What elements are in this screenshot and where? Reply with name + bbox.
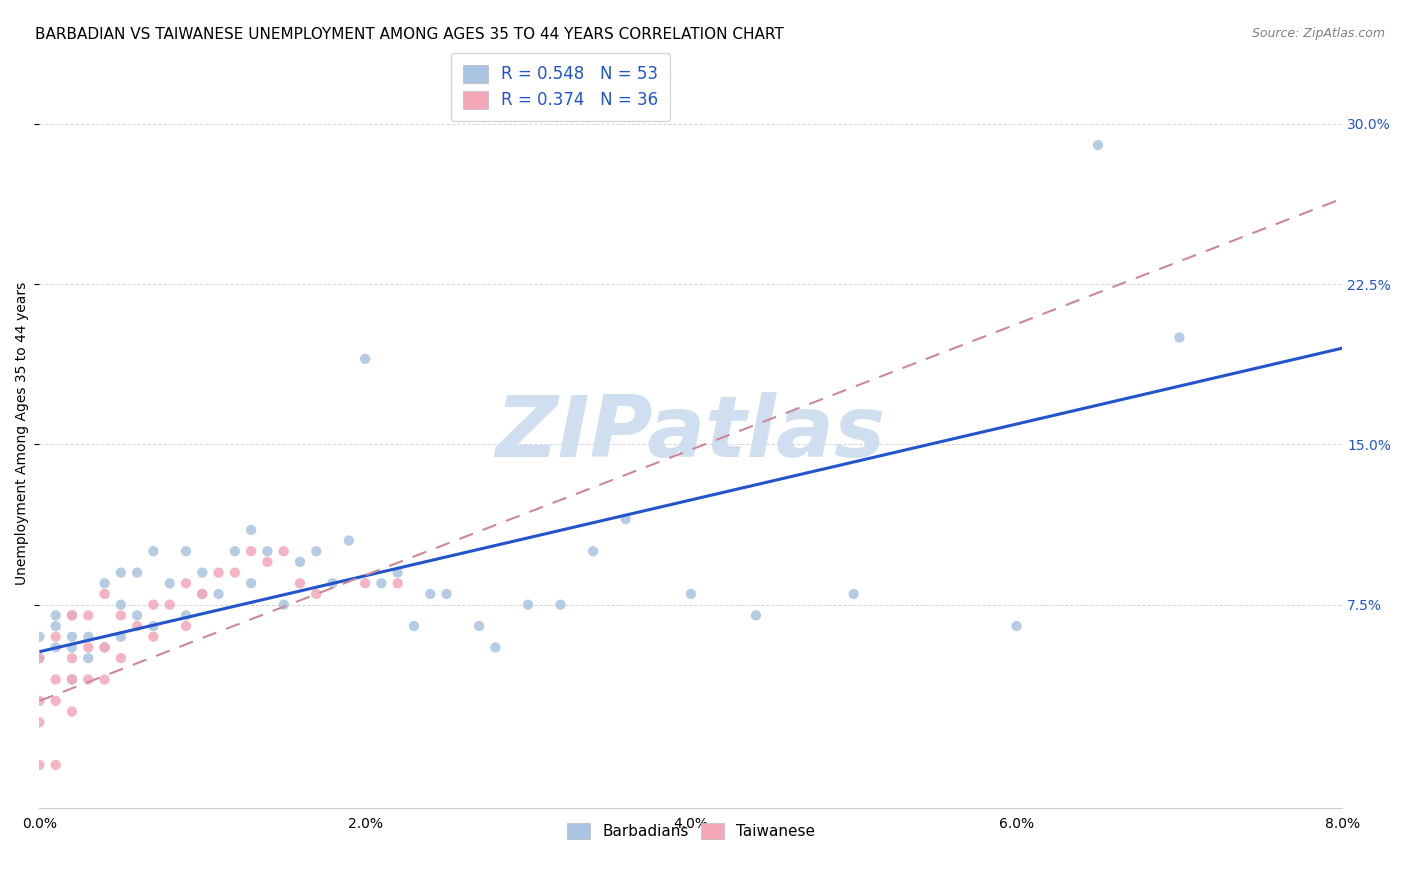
Point [93,640,115,655]
Point [484,640,506,655]
Point [142,598,165,612]
Point [207,566,229,580]
Point [45,608,67,623]
Point [93,673,115,687]
Point [354,351,377,366]
Point [436,587,458,601]
Text: BARBADIAN VS TAIWANESE UNEMPLOYMENT AMONG AGES 35 TO 44 YEARS CORRELATION CHART: BARBADIAN VS TAIWANESE UNEMPLOYMENT AMON… [35,27,785,42]
Point [842,587,865,601]
Point [60,608,83,623]
Point [174,576,197,591]
Point [240,523,263,537]
Point [468,619,491,633]
Point [305,587,328,601]
Point [77,673,100,687]
Point [256,555,278,569]
Point [337,533,360,548]
Point [354,576,377,591]
Point [60,630,83,644]
Point [45,758,67,772]
Point [60,673,83,687]
Point [240,576,263,591]
Text: Source: ZipAtlas.com: Source: ZipAtlas.com [1251,27,1385,40]
Point [60,705,83,719]
Point [28,715,51,730]
Point [207,587,229,601]
Point [1005,619,1028,633]
Point [28,630,51,644]
Point [45,630,67,644]
Point [45,694,67,708]
Point [28,651,51,665]
Point [191,566,214,580]
Point [110,598,132,612]
Point [142,619,165,633]
Point [224,544,246,558]
Point [93,640,115,655]
Point [60,640,83,655]
Point [110,651,132,665]
Point [582,544,605,558]
Point [224,566,246,580]
Point [127,619,149,633]
Point [240,544,263,558]
Text: ZIPatlas: ZIPatlas [496,392,886,475]
Point [93,576,115,591]
Point [159,576,181,591]
Point [288,576,311,591]
Point [142,630,165,644]
Point [174,608,197,623]
Point [127,608,149,623]
Point [127,566,149,580]
Point [387,576,409,591]
Point [45,673,67,687]
Legend: Barbadians, Taiwanese: Barbadians, Taiwanese [561,817,821,845]
Point [387,566,409,580]
Point [1087,138,1109,153]
Point [273,598,295,612]
Point [174,544,197,558]
Point [45,619,67,633]
Point [60,673,83,687]
Point [517,598,540,612]
Point [614,512,637,526]
Point [745,608,768,623]
Point [60,651,83,665]
Point [142,544,165,558]
Point [550,598,572,612]
Point [77,651,100,665]
Point [322,576,344,591]
Point [110,630,132,644]
Point [288,555,311,569]
Point [402,619,425,633]
Point [93,587,115,601]
Point [28,651,51,665]
Point [1168,330,1191,344]
Point [77,630,100,644]
Point [256,544,278,558]
Point [60,608,83,623]
Point [77,640,100,655]
Point [419,587,441,601]
Point [273,544,295,558]
Point [679,587,702,601]
Point [174,619,197,633]
Point [110,608,132,623]
Point [110,566,132,580]
Point [28,694,51,708]
Point [45,640,67,655]
Point [77,608,100,623]
Point [370,576,392,591]
Point [305,544,328,558]
Point [159,598,181,612]
Y-axis label: Unemployment Among Ages 35 to 44 years: Unemployment Among Ages 35 to 44 years [15,282,30,585]
Point [28,758,51,772]
Point [191,587,214,601]
Point [191,587,214,601]
